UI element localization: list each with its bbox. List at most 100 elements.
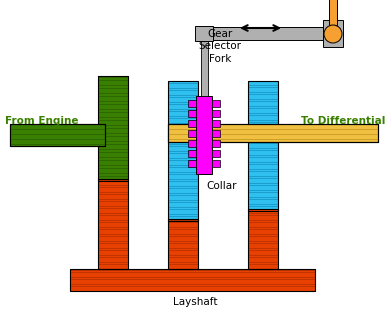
Bar (248, 250, 278, 255)
Bar (168, 104, 198, 109)
Bar (168, 257, 198, 262)
Bar (213, 27, 323, 40)
Bar (168, 236, 198, 241)
Bar (195, 26, 213, 41)
Text: Layshaft: Layshaft (173, 297, 217, 307)
Bar (98, 168, 128, 173)
Bar (188, 120, 196, 127)
Bar (168, 264, 198, 269)
Bar (98, 152, 128, 157)
Bar (98, 144, 128, 149)
Bar (168, 219, 198, 269)
Bar (248, 143, 278, 148)
Bar (248, 243, 278, 248)
Bar (248, 94, 278, 99)
Bar (168, 111, 198, 116)
Bar (248, 157, 278, 162)
Text: Collar: Collar (207, 181, 237, 191)
Bar (248, 164, 278, 169)
Bar (248, 81, 278, 85)
Bar (248, 136, 278, 141)
Bar (212, 140, 220, 147)
Bar (248, 185, 278, 190)
Bar (168, 90, 198, 95)
Bar (248, 122, 278, 127)
Text: From Engine: From Engine (5, 116, 78, 126)
Bar (248, 222, 278, 227)
Bar (168, 229, 198, 234)
Bar (248, 81, 278, 211)
Text: Gear
Selector
Fork: Gear Selector Fork (199, 29, 241, 64)
Text: To Differential: To Differential (301, 116, 385, 126)
Circle shape (324, 25, 342, 43)
Bar (98, 208, 128, 213)
Bar (98, 120, 128, 125)
Bar (212, 130, 220, 137)
Bar (168, 209, 198, 214)
Bar (98, 264, 128, 269)
Bar (168, 167, 198, 172)
Bar (212, 120, 220, 127)
Bar (248, 209, 278, 269)
Bar (168, 219, 198, 220)
Bar (188, 160, 196, 167)
Bar (168, 195, 198, 200)
Bar (98, 179, 128, 269)
Bar (248, 215, 278, 220)
Bar (168, 83, 198, 88)
Bar (168, 132, 198, 137)
Bar (212, 160, 220, 167)
Bar (248, 209, 278, 269)
Bar (98, 243, 128, 248)
Bar (248, 236, 278, 241)
Bar (168, 250, 198, 255)
Bar (168, 97, 198, 102)
Bar (188, 130, 196, 137)
Bar (70, 269, 315, 270)
Bar (10, 124, 105, 146)
Bar (168, 216, 198, 221)
Bar (188, 100, 196, 107)
Bar (196, 96, 212, 174)
Bar (98, 104, 128, 109)
Bar (168, 81, 198, 221)
Bar (70, 272, 315, 277)
Bar (98, 80, 128, 85)
Bar (212, 110, 220, 117)
Bar (98, 128, 128, 133)
Bar (98, 136, 128, 141)
Bar (248, 192, 278, 197)
Bar (10, 124, 105, 146)
Bar (188, 150, 196, 157)
Bar (98, 257, 128, 262)
Bar (98, 201, 128, 206)
Bar (248, 257, 278, 262)
Bar (168, 124, 378, 142)
Bar (168, 81, 198, 221)
Bar (98, 76, 128, 181)
Bar (70, 286, 315, 291)
Bar (168, 222, 198, 227)
Bar (98, 187, 128, 192)
Bar (168, 243, 198, 248)
Bar (168, 181, 198, 186)
Bar (329, 0, 337, 25)
Bar (98, 76, 128, 77)
Bar (98, 76, 128, 181)
Bar (98, 112, 128, 117)
Bar (98, 176, 128, 181)
Bar (212, 100, 220, 107)
Bar (248, 108, 278, 113)
Bar (248, 229, 278, 234)
Bar (168, 188, 198, 193)
Bar (248, 264, 278, 269)
Bar (98, 215, 128, 220)
Bar (323, 20, 343, 47)
Bar (248, 150, 278, 155)
Bar (248, 81, 278, 211)
Bar (168, 219, 198, 269)
Bar (168, 118, 198, 123)
Bar (168, 174, 198, 179)
Bar (188, 140, 196, 147)
Bar (98, 180, 128, 185)
